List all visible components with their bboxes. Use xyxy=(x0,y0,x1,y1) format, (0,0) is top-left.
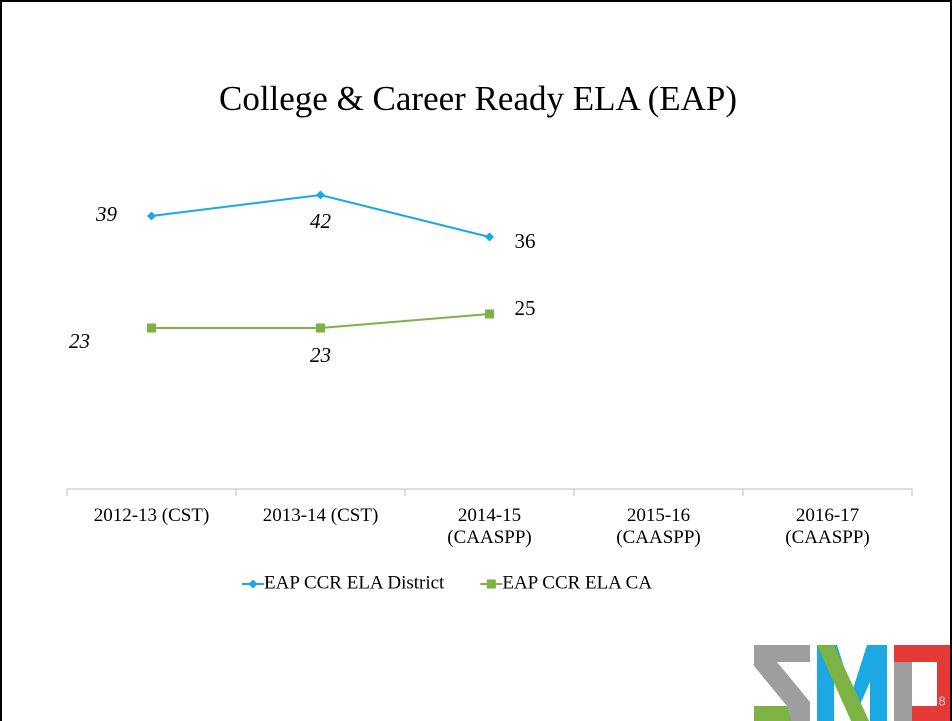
data-label: 39 xyxy=(95,202,118,226)
legend-marker xyxy=(248,579,258,589)
marker xyxy=(316,190,325,200)
chart-title: College & Career Ready ELA (EAP) xyxy=(219,79,737,118)
legend-label: EAP CCR ELA District xyxy=(264,572,445,593)
marker xyxy=(485,309,494,319)
page-number: 8 xyxy=(938,693,945,708)
x-tick-label: 2016-17 (CAASPP) xyxy=(785,505,870,548)
x-tick-label: 2012-13 (CST) xyxy=(93,505,210,526)
marker xyxy=(147,323,156,333)
x-tick-label: 2014-15 (CAASPP) xyxy=(447,505,532,548)
data-label: 42 xyxy=(310,209,332,233)
marker xyxy=(485,232,494,242)
x-tick-label: 2015-16 (CAASPP) xyxy=(616,505,701,548)
legend-label: EAP CCR ELA CA xyxy=(502,572,652,593)
data-label: 23 xyxy=(310,343,331,367)
legend-marker xyxy=(486,579,496,589)
marker xyxy=(147,211,156,221)
x-tick-label: 2013-14 (CST) xyxy=(262,505,379,526)
marker xyxy=(316,323,325,333)
data-label: 23 xyxy=(69,329,90,353)
data-label: 36 xyxy=(515,229,536,253)
logo xyxy=(754,645,950,721)
data-label: 25 xyxy=(515,296,536,320)
